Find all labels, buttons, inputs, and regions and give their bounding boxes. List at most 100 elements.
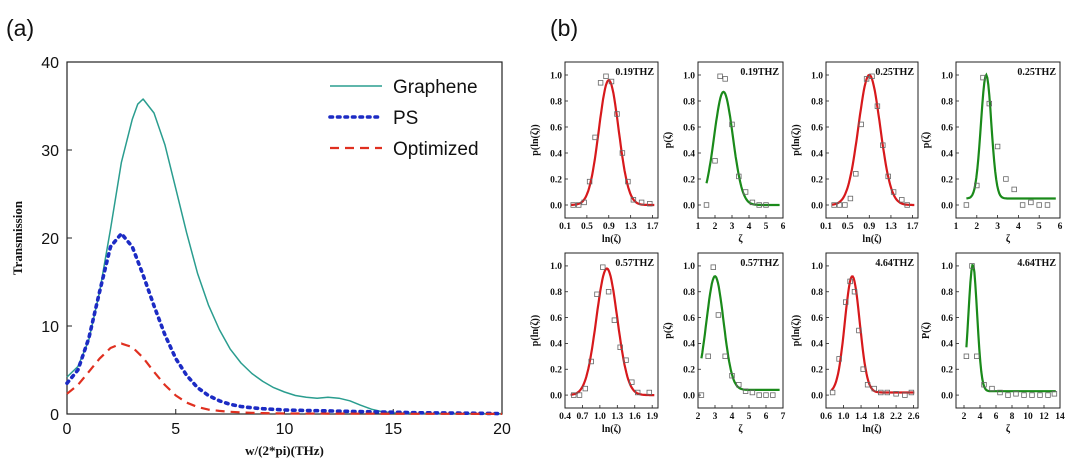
x-tick-label: 6 [994,412,999,422]
data-point [586,178,593,185]
y-tick-label: 0.2 [941,175,953,185]
y-tick-label: 0.4 [683,149,695,159]
data-point [864,381,871,388]
data-point [989,385,995,392]
data-point [729,372,735,379]
data-point [623,357,629,363]
y-tick-label: 0.4 [811,340,823,350]
x-tick-label: 6 [1058,222,1063,232]
data-point [1005,392,1011,398]
x-tick-label: 0.5 [581,222,593,232]
distribution-panel: 1 2 3 4 5 6 0.0 0.2 0.4 0.6 0.8 1.0 p(ζ) ζ 0.19THZ [663,61,786,245]
data-point [611,317,618,323]
y-tick-label: 0 [50,407,59,424]
y-tick-label: 0.0 [550,391,562,401]
panel-label-a: (a) [6,15,34,41]
panel-frame [955,61,1061,219]
data-point [629,379,635,385]
y-tick-label: 0.6 [941,123,953,133]
y-tick-label: 0.0 [683,201,695,211]
y-axis-label: p(ln(ζ)) [530,124,541,155]
frequency-label: 0.19THZ [740,67,779,78]
x-tick-label: 0.1 [820,222,832,232]
data-point [836,356,842,362]
distribution-panel: 2 3 4 5 6 7 0.0 0.2 0.4 0.6 0.8 1.0 p(ζ) ζ 0.57THZ [663,252,786,435]
data-point [763,392,769,398]
data-point [756,202,762,208]
x-tick-label: 1.3 [625,222,637,232]
data-point [770,392,776,398]
x-axis-label: ζ [738,424,743,435]
data-point [851,288,858,295]
y-axis-label: p(ζ) [921,132,932,148]
data-point [717,73,723,79]
x-tick-label: 4 [978,412,983,422]
x-tick-label: 0.9 [863,222,875,232]
x-tick-label: 5 [171,421,180,438]
data-point [756,392,762,398]
x-tick-label: 1.3 [611,412,623,422]
data-point [763,202,769,208]
data-point [1003,176,1009,182]
data-point [986,100,992,107]
transmission-chart: 0 5 10 15 20 0 10 20 30 40 w/(2*pi)(THz) Transmissi… [10,55,511,458]
data-point [576,392,583,398]
distribution-panel: 1 2 3 4 5 6 0.0 0.2 0.4 0.6 0.8 1.0 p(ζ) ζ 0.25THZ [921,61,1063,245]
data-point [874,103,881,109]
frequency-label: 4.64THZ [875,258,914,269]
data-point [829,389,836,396]
panel-frame [697,61,784,219]
x-tick-label: 2.2 [890,412,902,422]
data-point [592,134,598,141]
x-tick-label: 2 [962,412,967,422]
data-point [847,278,853,285]
data-point [635,389,641,396]
frequency-label: 0.57THZ [615,258,654,269]
y-tick-label: 0.4 [550,149,562,159]
data-point [963,202,970,208]
frequency-label: 0.19THZ [615,67,654,78]
x-tick-label: 6 [781,222,786,232]
x-tick-label: 5 [747,412,752,422]
y-tick-label: 10 [41,319,59,336]
x-tick-label: 10 [1023,412,1033,422]
x-tick-label: 1.0 [594,412,606,422]
x-tick-label: 2 [713,222,718,232]
y-tick-label: 0.0 [941,391,953,401]
y-tick-label: 0.6 [683,314,695,324]
data-point [994,143,1001,150]
data-point [974,353,980,359]
data-point [878,389,884,396]
data-point [869,73,875,79]
x-tick-label: 3 [730,222,735,232]
x-tick-label: 2.6 [908,412,920,422]
y-tick-label: 0.2 [811,175,823,185]
data-point [729,121,735,128]
x-tick-label: 10 [276,421,294,438]
data-point [722,76,728,82]
data-point [963,353,970,359]
data-point [1011,186,1017,193]
x-tick-label: 1.3 [885,222,897,232]
panel-frame [564,61,659,219]
data-point [842,202,848,208]
x-tick-label: 15 [384,421,402,438]
x-tick-label: 1 [954,222,959,232]
x-tick-label: 1.9 [646,412,658,422]
y-tick-label: 20 [41,231,59,248]
y-tick-label: 0.2 [683,175,695,185]
y-tick-label: 0.8 [811,97,823,107]
y-tick-label: 1.0 [941,71,953,81]
data-point [902,392,908,398]
y-tick-label: 0.6 [941,314,953,324]
data-point [712,158,718,164]
data-point [904,202,910,208]
panel-frame [564,252,659,409]
x-tick-label: 4 [730,412,735,422]
x-tick-label: 4 [747,222,752,232]
x-tick-label: 0.9 [603,222,615,232]
y-tick-label: 0.6 [811,314,823,324]
distribution-panel: 2 4 6 8 10 12 14 0.0 0.2 0.4 0.6 0.8 1.0 P(ζ) ζ 4.64THZ [921,252,1065,435]
y-tick-label: 0.2 [550,366,562,376]
y-tick-label: 0.0 [941,201,953,211]
